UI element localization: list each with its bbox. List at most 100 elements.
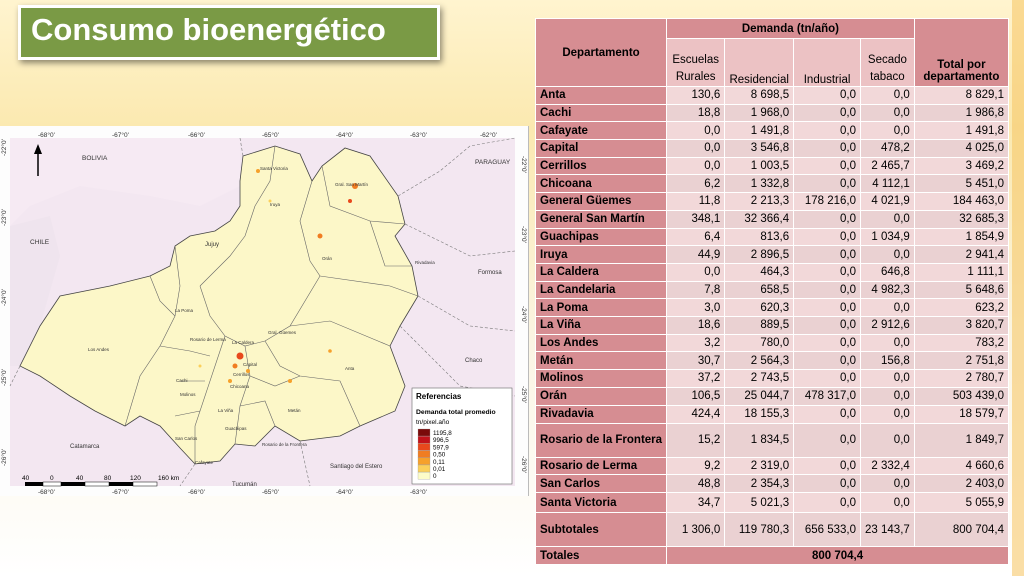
cell-industrial: 0,0 — [793, 456, 862, 476]
cell-residencial: 1 332,8 — [724, 174, 795, 194]
cell-escuelas: 348,1 — [666, 209, 726, 229]
cell-departamento: Anta — [534, 86, 668, 105]
cell-total: 1 491,8 — [913, 121, 1010, 141]
table-row: General San Martín 348,1 32 366,4 0,0 0,0 32 … — [534, 209, 1010, 229]
cell-escuelas: 130,6 — [666, 86, 726, 105]
legend-label: 996,5 — [433, 437, 449, 444]
cell-industrial: 0,0 — [793, 174, 862, 194]
cell-residencial: 889,5 — [724, 315, 795, 335]
department-label: San Carlos — [175, 436, 198, 441]
cell-residencial: 813,6 — [724, 227, 795, 247]
cell-residencial: 1 003,5 — [724, 156, 795, 176]
cell-escuelas: 3,0 — [666, 298, 726, 317]
department-label: Orán — [322, 256, 333, 261]
legend-swatch — [417, 457, 431, 465]
chile-area — [10, 216, 60, 366]
cell-secado: 0,0 — [860, 492, 915, 514]
department-label: Cafayate — [195, 460, 214, 465]
cell-industrial: 0,0 — [793, 315, 862, 335]
country-label: PARAGUAY — [475, 159, 511, 166]
cell-departamento: Metán — [534, 351, 668, 370]
header-demanda: Demanda (tn/año) — [666, 18, 915, 39]
cell-total: 2 780,7 — [913, 369, 1010, 388]
lon-tick: -63°0' — [410, 131, 427, 139]
legend-label: 0,50 — [433, 452, 446, 459]
cell-residencial: 2 354,3 — [724, 474, 795, 494]
cell-residencial: 2 564,3 — [724, 351, 795, 370]
cell-secado: 0,0 — [860, 474, 915, 494]
table-row: Rosario de la Frontera 15,2 1 834,5 0,0 0,0 1… — [534, 422, 1010, 458]
province-label: Catamarca — [70, 444, 100, 450]
header-secado: Secado tabaco — [860, 38, 915, 87]
table-row: Santa Victoria 34,7 5 021,3 0,0 0,0 5 055,9 — [534, 492, 1010, 514]
table-row: Cerrillos 0,0 1 003,5 0,0 2 465,7 3 469,2 — [534, 156, 1010, 176]
lat-tick: -26°0' — [0, 449, 8, 466]
legend-swatch — [417, 428, 431, 437]
legend-label: 0,01 — [433, 466, 446, 473]
cell-total: 5 055,9 — [913, 492, 1010, 514]
cell-total: 1 986,8 — [913, 103, 1010, 123]
department-label: Iruya — [270, 202, 281, 207]
cell-secado: 156,8 — [860, 351, 915, 370]
lon-tick: -67°0' — [112, 131, 129, 139]
lat-tick: -24°0' — [0, 289, 8, 306]
cell-industrial: 0,0 — [793, 156, 862, 176]
cell-departamento: La Viña — [534, 315, 668, 335]
department-label: Cachi — [176, 378, 188, 383]
map-legend: Referencias Demanda total promedio tn/pi… — [411, 387, 513, 485]
cell-industrial: 0,0 — [793, 298, 862, 317]
cell-secado: 646,8 — [860, 262, 915, 282]
cell-secado: 4 982,3 — [860, 280, 915, 300]
cell-total: 5 451,0 — [913, 174, 1010, 194]
department-label: Gral. Güemes — [268, 330, 297, 335]
cell-departamento: General Güemes — [534, 192, 668, 211]
cell-secado: 0,0 — [860, 245, 915, 264]
department-boundaries — [124, 145, 419, 464]
cell-residencial: 8 698,5 — [724, 86, 795, 105]
department-label: Cerrillos — [233, 372, 250, 377]
lon-tick: -64°0' — [336, 488, 353, 496]
cell-total: 8 829,1 — [913, 86, 1010, 105]
cell-escuelas: 34,7 — [666, 492, 726, 514]
cell-escuelas: 18,8 — [666, 103, 726, 123]
cell-total: 5 648,6 — [913, 280, 1010, 300]
cell-escuelas: 9,2 — [666, 456, 726, 476]
cell-secado: 0,0 — [860, 333, 915, 353]
cell-secado: 0,0 — [860, 386, 915, 406]
cell-departamento: Guachipas — [534, 227, 668, 247]
scale-label: 40 — [22, 475, 30, 482]
cell-departamento: Rivadavia — [534, 404, 668, 424]
region-labels: BOLIVIA PARAGUAY CHILE Jujuy Formosa Cha… — [30, 155, 511, 488]
province-label: Santiago del Estero — [330, 464, 383, 470]
table-row: General Güemes 11,8 2 213,3 178 216,0 4 021,… — [534, 192, 1010, 211]
cell-escuelas: 424,4 — [666, 404, 726, 424]
cell-industrial: 0,0 — [793, 209, 862, 229]
province-label: Jujuy — [205, 242, 219, 248]
department-label: Molinos — [180, 392, 196, 397]
header-escuelas: Escuelas Rurales — [666, 38, 726, 87]
cell-departamento: Cachi — [534, 103, 668, 123]
cell-escuelas: 0,0 — [666, 139, 726, 158]
table-row: La Caldera 0,0 464,3 0,0 646,8 1 111,1 — [534, 262, 1010, 282]
department-label: Capital — [243, 362, 257, 367]
legend-label: 0,11 — [433, 459, 445, 466]
cell-total: 2 941,4 — [913, 245, 1010, 264]
scale-label: 120 — [130, 475, 141, 482]
totals-row: Totales 800 704,4 — [534, 546, 1009, 566]
department-label: Rosario de la Frontera — [262, 442, 307, 447]
cell-industrial: 478 317,0 — [793, 386, 862, 406]
cell-secado: 23 143,7 — [860, 512, 915, 548]
lat-tick: -24°0' — [520, 306, 528, 323]
cell-industrial: 178 216,0 — [793, 192, 862, 211]
cell-total: 2 403,0 — [913, 474, 1010, 494]
scale-label: 0 — [50, 475, 54, 482]
table-row: La Viña 18,6 889,5 0,0 2 912,6 3 820,7 — [534, 315, 1010, 335]
cell-escuelas: 106,5 — [666, 386, 726, 406]
scale-label: 40 — [76, 475, 84, 482]
cell-total: 1 854,9 — [913, 227, 1010, 247]
lat-tick: -23°0' — [520, 226, 528, 243]
province-label: Tucumán — [232, 482, 257, 488]
cell-secado: 0,0 — [860, 209, 915, 229]
department-label: Guachipas — [225, 426, 247, 431]
cell-residencial: 780,0 — [724, 333, 795, 353]
